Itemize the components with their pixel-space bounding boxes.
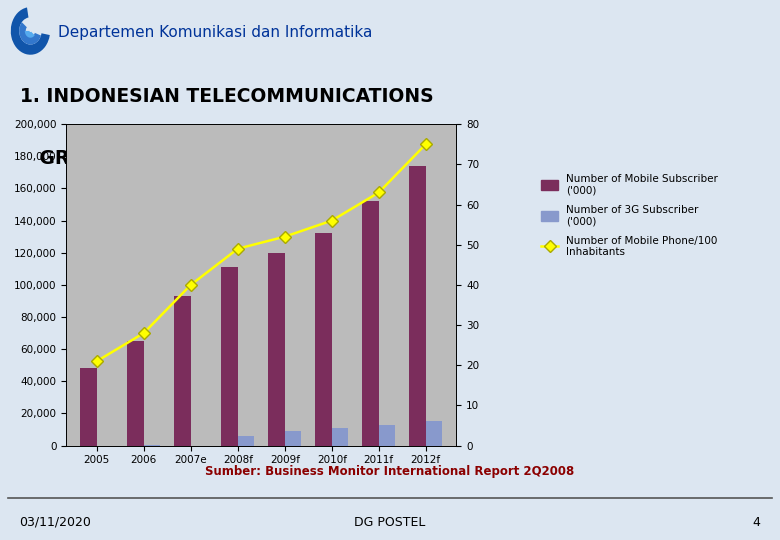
Bar xyxy=(238,436,254,446)
Text: 03/11/2020: 03/11/2020 xyxy=(20,516,91,529)
Wedge shape xyxy=(11,8,50,55)
Text: DG POSTEL: DG POSTEL xyxy=(354,516,426,529)
Bar xyxy=(175,296,191,446)
Bar xyxy=(80,368,97,446)
Bar xyxy=(332,428,348,445)
Bar xyxy=(426,421,442,445)
Bar xyxy=(144,445,160,446)
Bar xyxy=(127,341,144,446)
Bar xyxy=(285,431,301,445)
Bar xyxy=(363,201,379,446)
Text: Sumber: Business Monitor International Report 2Q2008: Sumber: Business Monitor International R… xyxy=(205,465,575,478)
Bar xyxy=(315,233,332,446)
Bar xyxy=(410,166,426,446)
Wedge shape xyxy=(20,22,41,44)
Text: Departemen Komunikasi dan Informatika: Departemen Komunikasi dan Informatika xyxy=(58,25,373,40)
Text: 4: 4 xyxy=(753,516,760,529)
Wedge shape xyxy=(25,31,35,38)
Text: 1. INDONESIAN TELECOMMUNICATIONS: 1. INDONESIAN TELECOMMUNICATIONS xyxy=(20,87,433,106)
Bar xyxy=(379,424,395,445)
Text: GROWTH: GROWTH xyxy=(20,149,134,168)
Legend: Number of Mobile Subscriber
('000), Number of 3G Subscriber
('000), Number of Mo: Number of Mobile Subscriber ('000), Numb… xyxy=(537,170,722,261)
Bar xyxy=(222,267,238,446)
Bar xyxy=(268,253,285,446)
